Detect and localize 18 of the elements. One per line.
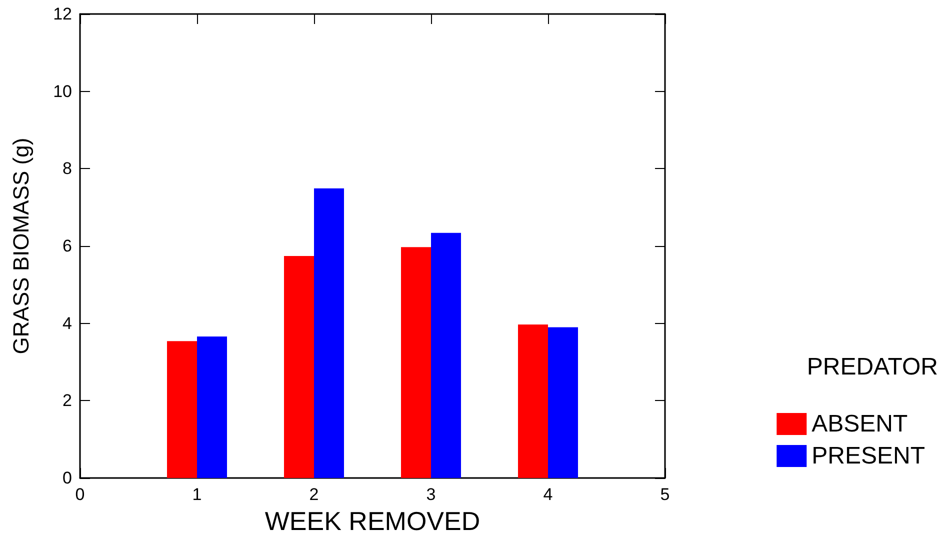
y-tick-label: 6 bbox=[62, 236, 72, 256]
x-tick-label: 1 bbox=[192, 485, 202, 504]
y-tick-label: 2 bbox=[62, 391, 72, 410]
legend-title: PREDATOR bbox=[806, 354, 938, 380]
x-tick-label: 4 bbox=[543, 485, 553, 504]
x-tick-label: 3 bbox=[426, 485, 436, 504]
y-tick-label: 8 bbox=[62, 159, 72, 178]
y-axis-title: GRASS BIOMASS (g) bbox=[8, 138, 34, 354]
legend-label: PRESENT bbox=[812, 442, 926, 470]
legend-label: ABSENT bbox=[812, 410, 908, 438]
y-tick-label: 0 bbox=[62, 468, 72, 488]
x-tick-label: 0 bbox=[75, 485, 85, 504]
x-axis-title: WEEK REMOVED bbox=[264, 506, 480, 536]
x-tick-label: 5 bbox=[660, 485, 670, 504]
x-tick-label: 2 bbox=[309, 485, 319, 504]
y-tick-label: 4 bbox=[62, 314, 72, 333]
y-tick-label: 10 bbox=[53, 82, 72, 101]
y-tick-label: 12 bbox=[53, 4, 72, 24]
